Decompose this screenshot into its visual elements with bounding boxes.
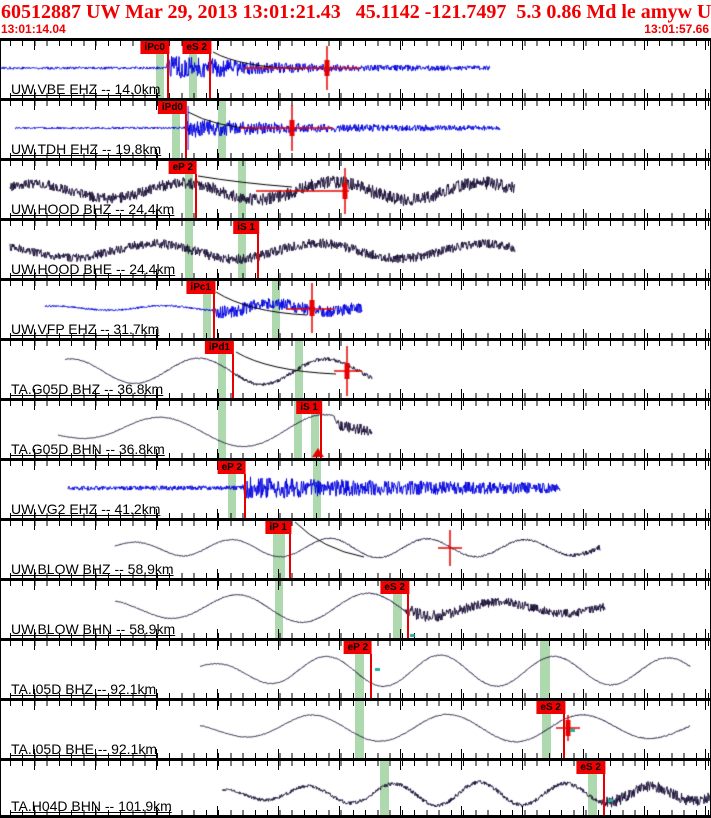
trace-panel-ta-g05d-bhn[interactable]: iS 1 TA.G05D BHN -- 36.8km bbox=[1, 398, 710, 458]
time-tick-marks bbox=[1, 701, 710, 710]
trace-panel-ta-h04d-bhn[interactable]: eS 2 TA.H04D BHN -- 101.9km bbox=[1, 758, 710, 818]
trace-panel-uw-vg2-ehz[interactable]: eP 2 UW.VG2 EHZ -- 41.2km bbox=[1, 458, 710, 518]
phase-pick-line bbox=[195, 174, 197, 218]
phase-pick-flag[interactable]: eS 2 bbox=[576, 761, 605, 774]
trace-panel-ta-g05d-bhz[interactable]: iPd1 TA.G05D BHZ -- 36.8km bbox=[1, 338, 710, 398]
phase-pick-line bbox=[209, 54, 211, 98]
trace-panel-uw-vbe-ehz[interactable]: iPc0 eS 2 UW.VBE EHZ -- 14.0km bbox=[1, 38, 710, 98]
phase-pick-line bbox=[185, 114, 187, 158]
event-summary-text: 60512887 UW Mar 29, 2013 13:01:21.43 45.… bbox=[1, 1, 711, 23]
station-label: UW.TDH EHZ -- 19.8km bbox=[11, 141, 162, 157]
station-label: UW.HOOD BHZ -- 24.4km bbox=[11, 201, 175, 217]
phase-pick-line bbox=[563, 714, 565, 758]
station-label: UW.BLOW BHN -- 58.9km bbox=[11, 621, 176, 637]
phase-pick-line bbox=[213, 294, 215, 338]
station-label: TA.I05D BHZ -- 92.1km bbox=[11, 681, 157, 697]
phase-pick-line bbox=[603, 774, 605, 815]
phase-pick-line bbox=[232, 354, 234, 398]
trace-panel-ta-i05d-bhe[interactable]: eS 2 TA.I05D BHE -- 92.1km bbox=[1, 698, 710, 758]
trace-panel-uw-hood-bhz[interactable]: eP 2 UW.HOOD BHZ -- 24.4km bbox=[1, 158, 710, 218]
time-axis-labels: 13:01:14.04 13:01:57.66 bbox=[0, 22, 711, 38]
time-tick-marks bbox=[1, 41, 710, 50]
trace-panels: iPc0 eS 2 UW.VBE EHZ -- 14.0km iPd0 UW.TDH E… bbox=[0, 38, 711, 818]
station-label: UW.VG2 EHZ -- 41.2km bbox=[11, 501, 161, 517]
station-label: UW.VBE EHZ -- 14.0km bbox=[11, 81, 161, 97]
time-tick-marks bbox=[1, 461, 710, 470]
phase-pick-flag[interactable]: eS 2 bbox=[536, 701, 565, 714]
window-end-time: 13:01:57.66 bbox=[644, 22, 709, 36]
phase-pick-line bbox=[320, 414, 322, 458]
trace-panel-uw-tdh-ehz[interactable]: iPd0 UW.TDH EHZ -- 19.8km bbox=[1, 98, 710, 158]
station-label: TA.G05D BHZ -- 36.8km bbox=[11, 381, 164, 397]
phase-pick-flag[interactable]: eS 2 bbox=[380, 581, 409, 594]
phase-pick-flag[interactable]: iP 1 bbox=[265, 521, 291, 534]
window-start-time: 13:01:14.04 bbox=[1, 22, 66, 36]
time-tick-marks bbox=[1, 281, 710, 290]
time-tick-marks bbox=[1, 161, 710, 170]
station-label: TA.G05D BHN -- 36.8km bbox=[11, 441, 165, 457]
phase-pick-flag[interactable]: eS 2 bbox=[182, 41, 211, 54]
phase-pick-flag[interactable]: iS 1 bbox=[296, 401, 322, 414]
trace-panel-uw-vfp-ehz[interactable]: iPc1 UW.VFP EHZ -- 31.7km bbox=[1, 278, 710, 338]
trace-panel-uw-blow-bhn[interactable]: eS 2 UW.BLOW BHN -- 58.9km bbox=[1, 578, 710, 638]
phase-pick-line bbox=[257, 234, 259, 278]
trace-panel-uw-blow-bhz[interactable]: iP 1 UW.BLOW BHZ -- 58.9km bbox=[1, 518, 710, 578]
phase-pick-line bbox=[167, 54, 169, 98]
station-label: TA.H04D BHN -- 101.9km bbox=[11, 798, 172, 814]
trace-panel-ta-i05d-bhz[interactable]: eP 2 TA.I05D BHZ -- 92.1km bbox=[1, 638, 710, 698]
time-tick-marks bbox=[1, 521, 710, 530]
event-header: 60512887 UW Mar 29, 2013 13:01:21.43 45.… bbox=[0, 0, 711, 38]
phase-pick-flag[interactable]: iPc0 bbox=[140, 41, 169, 54]
time-tick-marks bbox=[1, 341, 710, 350]
time-tick-marks bbox=[1, 401, 710, 410]
phase-pick-line bbox=[244, 474, 246, 518]
station-label: TA.I05D BHE -- 92.1km bbox=[11, 741, 158, 757]
phase-pick-line bbox=[370, 654, 372, 698]
phase-pick-flag[interactable]: iPd0 bbox=[157, 101, 187, 114]
station-label: UW.VFP EHZ -- 31.7km bbox=[11, 321, 160, 337]
phase-pick-line bbox=[407, 594, 409, 638]
phase-pick-flag[interactable]: iPc1 bbox=[186, 281, 215, 294]
phase-pick-flag[interactable]: eP 2 bbox=[343, 641, 372, 654]
time-tick-marks bbox=[1, 101, 710, 110]
time-tick-marks bbox=[1, 221, 710, 230]
phase-pick-line bbox=[289, 534, 291, 578]
time-tick-marks bbox=[1, 581, 710, 590]
phase-pick-flag[interactable]: eP 2 bbox=[168, 161, 197, 174]
station-label: UW.HOOD BHE -- 24.4km bbox=[11, 261, 176, 277]
station-label: UW.BLOW BHZ -- 58.9km bbox=[11, 561, 174, 577]
trace-panel-uw-hood-bhe[interactable]: iS 1 UW.HOOD BHE -- 24.4km bbox=[1, 218, 710, 278]
phase-pick-flag[interactable]: iPd1 bbox=[204, 341, 234, 354]
phase-pick-flag[interactable]: iS 1 bbox=[233, 221, 259, 234]
phase-pick-flag[interactable]: eP 2 bbox=[217, 461, 246, 474]
